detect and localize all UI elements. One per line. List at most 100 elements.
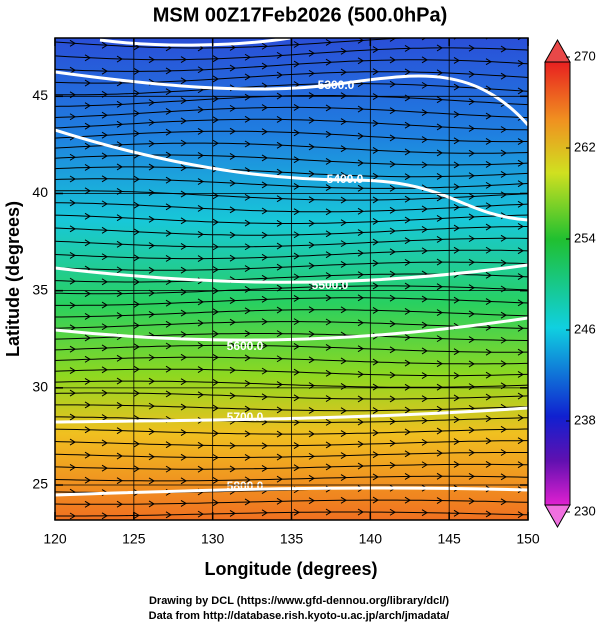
stream-arrow	[357, 105, 364, 113]
stream-arrow	[436, 309, 443, 317]
stream-arrow	[212, 75, 219, 83]
stream-arrow	[500, 259, 507, 267]
stream-arrow	[116, 120, 123, 128]
stream-arrow	[293, 464, 300, 472]
stream-arrow	[308, 92, 315, 99]
stream-arrow	[197, 106, 204, 114]
stream-arrow	[116, 240, 123, 248]
stream-arrow	[69, 66, 76, 74]
stream-arrow	[485, 58, 492, 66]
stream-arrow	[165, 88, 172, 96]
stream-arrow	[261, 181, 268, 189]
stream-arrow	[468, 258, 475, 266]
stream-arrow	[421, 226, 428, 233]
stream-arrow	[197, 441, 204, 449]
stream-arrow	[180, 266, 187, 274]
stream-arrow	[372, 238, 379, 246]
stream-arrow	[229, 297, 236, 304]
stream-arrow	[293, 231, 300, 239]
stream-arrow	[244, 453, 251, 461]
streamline	[55, 499, 528, 505]
stream-arrow	[84, 426, 91, 434]
stream-arrow	[148, 354, 155, 362]
stream-arrow	[69, 324, 76, 332]
stream-arrow	[101, 253, 108, 261]
stream-arrow	[84, 500, 91, 508]
stream-arrow	[357, 440, 364, 448]
stream-arrow	[517, 511, 524, 519]
stream-arrow	[517, 273, 524, 280]
stream-arrow	[101, 67, 108, 75]
stream-arrow	[517, 247, 524, 255]
stream-arrow	[244, 93, 251, 101]
stream-arrow	[245, 521, 250, 527]
stream-arrow	[404, 44, 411, 52]
stream-arrow	[500, 360, 507, 368]
stream-arrow	[165, 203, 172, 211]
stream-arrow	[101, 344, 108, 352]
stream-arrow	[421, 56, 428, 64]
stream-arrow	[308, 143, 315, 151]
stream-arrow	[84, 54, 91, 62]
x-axis-label: Longitude (degrees)	[204, 559, 377, 579]
stream-arrow	[468, 383, 475, 391]
streamline	[55, 261, 528, 271]
stream-arrow	[357, 271, 364, 279]
stream-arrow	[261, 393, 268, 401]
stream-arrow	[340, 282, 347, 290]
streamline	[55, 416, 528, 423]
contour-label: 5400.0	[327, 172, 364, 186]
stream-arrow	[404, 307, 411, 315]
stream-arrow	[308, 283, 315, 291]
stream-arrow	[117, 524, 122, 530]
stream-arrow	[500, 170, 507, 178]
stream-arrow	[372, 429, 379, 437]
stream-arrow	[372, 383, 379, 391]
stream-arrow	[453, 161, 460, 169]
streamline	[55, 225, 528, 236]
stream-arrow	[453, 348, 460, 356]
stream-arrow	[340, 474, 347, 481]
stream-arrow	[293, 208, 300, 216]
contour-label: 5300.0	[318, 78, 355, 92]
stream-arrow	[212, 55, 219, 63]
stream-arrow	[517, 461, 524, 469]
stream-arrow	[244, 405, 251, 413]
stream-arrow	[165, 320, 172, 328]
stream-arrow	[261, 465, 268, 472]
stream-arrow	[276, 220, 283, 227]
streamline	[55, 71, 528, 84]
stream-arrow	[308, 452, 315, 460]
stream-arrow	[372, 259, 379, 267]
stream-arrow	[293, 273, 300, 281]
stream-arrow	[276, 284, 283, 292]
stream-arrow	[69, 277, 76, 285]
stream-arrow	[148, 266, 155, 274]
stream-arrow	[85, 524, 90, 530]
stream-arrow	[340, 92, 347, 100]
stream-arrow	[500, 498, 507, 506]
stream-arrow	[197, 342, 204, 349]
stream-arrow	[468, 426, 475, 434]
stream-arrow	[421, 372, 428, 379]
stream-arrow	[133, 511, 140, 519]
plot-frame	[54, 37, 529, 521]
stream-arrow	[500, 234, 507, 242]
stream-arrow	[148, 428, 155, 436]
stream-arrow	[404, 383, 411, 391]
stream-arrow	[485, 246, 492, 254]
streamline	[55, 452, 528, 458]
stream-arrow	[357, 395, 364, 403]
streamline	[55, 237, 528, 248]
stream-arrow	[180, 331, 187, 338]
stream-arrow	[308, 170, 315, 178]
stream-arrow	[180, 190, 187, 198]
stream-arrow	[308, 262, 315, 270]
stream-arrow	[84, 122, 91, 130]
stream-arrow	[244, 498, 251, 506]
stream-arrow	[517, 299, 524, 307]
stream-arrow	[212, 477, 219, 484]
stream-arrow	[212, 218, 219, 226]
stream-arrow	[357, 418, 364, 426]
stream-arrow	[453, 246, 460, 254]
